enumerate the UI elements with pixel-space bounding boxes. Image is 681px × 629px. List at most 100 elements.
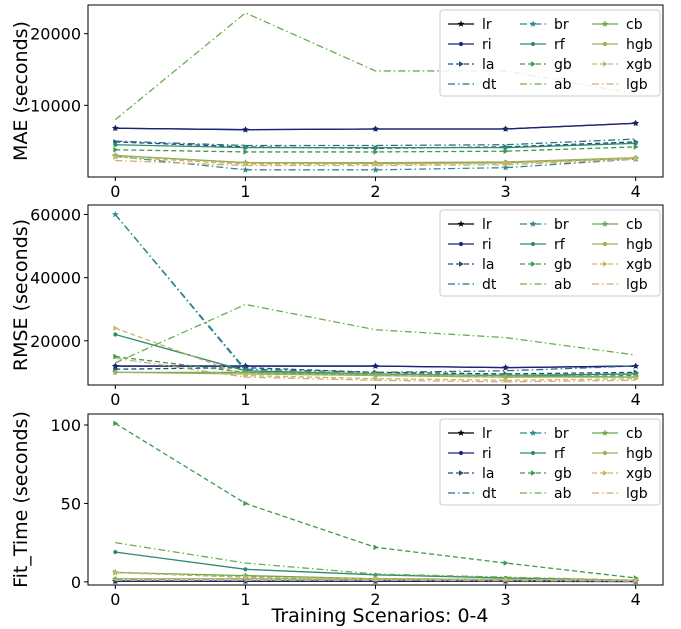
x-tick-label: 2 xyxy=(370,182,380,201)
legend-label-cb: cb xyxy=(626,217,643,233)
legend-item-lgb: lgb xyxy=(592,77,648,93)
point-ri xyxy=(633,121,638,126)
point-xgb xyxy=(113,154,119,160)
legend-label-xgb: xgb xyxy=(626,466,652,482)
series-xgb xyxy=(113,154,639,167)
point-rf xyxy=(113,549,118,555)
legend-box xyxy=(439,209,661,297)
legend-label-gb: gb xyxy=(554,257,572,273)
x-tick-label: 2 xyxy=(370,390,380,409)
legend-item-lgb: lgb xyxy=(592,277,648,293)
y-axis-label: Fit_Time (seconds) xyxy=(10,411,32,588)
legend-item-rf: rf xyxy=(520,237,566,253)
point-cb xyxy=(241,571,249,579)
legend-label-cb: cb xyxy=(626,17,643,33)
legend-item-ri: ri xyxy=(448,446,492,462)
legend-marker-hgb xyxy=(602,41,608,47)
x-tick-label: 0 xyxy=(110,590,120,609)
plot-frame xyxy=(87,413,664,586)
legend-item-cb: cb xyxy=(592,17,643,33)
chart-panel-1: 10000 20000 0 1 2 3 4 MAE (seconds) lr ri la dt br rf… xyxy=(10,4,664,201)
series-line-lgb xyxy=(115,357,636,383)
legend-marker-br xyxy=(529,220,537,227)
legend-item-ab: ab xyxy=(520,486,572,502)
legend-item-lr: lr xyxy=(448,17,492,33)
legend-label-xgb: xgb xyxy=(626,57,652,73)
series-ri xyxy=(113,121,638,132)
point-xgb xyxy=(373,575,379,582)
series-line-ab xyxy=(115,303,636,364)
legend-marker-gb xyxy=(531,61,536,67)
legend-label-gb: gb xyxy=(554,57,572,73)
legend-marker-rf xyxy=(530,241,536,247)
legend-item-cb: cb xyxy=(592,426,643,442)
y-tick-label: 0 xyxy=(71,573,81,592)
legend-item-rf: rf xyxy=(520,446,566,462)
legend-item-hgb: hgb xyxy=(592,37,653,53)
legend-item-lgb: lgb xyxy=(592,486,648,502)
legend-label-dt: dt xyxy=(482,486,497,502)
legend-item-br: br xyxy=(520,426,569,442)
legend-item-dt: dt xyxy=(448,277,497,293)
legend-marker-ri xyxy=(458,41,464,47)
y-tick-label: 60000 xyxy=(30,205,81,224)
point-gb xyxy=(503,560,509,566)
x-tick-label: 3 xyxy=(500,182,510,201)
legend-label-xgb: xgb xyxy=(626,257,652,273)
legend-item-ri: ri xyxy=(448,37,492,53)
legend-label-rf: rf xyxy=(554,446,566,462)
legend-label-hgb: hgb xyxy=(626,446,653,462)
legend-item-ab: ab xyxy=(520,277,572,293)
legend-label-br: br xyxy=(554,426,569,442)
point-gb xyxy=(113,146,119,153)
legend-label-rf: rf xyxy=(554,237,566,253)
point-gb xyxy=(373,544,379,551)
legend: lr ri la dt br rf gb ab cb hgb xgb lgb xyxy=(439,9,661,97)
legend-marker-rf xyxy=(530,450,536,456)
x-tick-label: 3 xyxy=(500,390,510,409)
chart-panel-3: 0 50 100 0 1 2 3 4 Fit_Time (seconds) lr ri la dt br r… xyxy=(10,411,664,609)
legend-marker-cb xyxy=(601,220,609,227)
series-line-br xyxy=(114,214,636,377)
legend-item-lr: lr xyxy=(448,426,492,442)
legend-label-br: br xyxy=(554,217,569,233)
legend-item-br: br xyxy=(520,17,569,33)
series-xgb xyxy=(113,569,639,584)
point-rf xyxy=(373,145,378,150)
legend-label-ri: ri xyxy=(482,446,492,462)
legend-label-dt: dt xyxy=(482,77,497,93)
point-ri xyxy=(373,126,378,132)
legend-item-lr: lr xyxy=(448,217,492,233)
point-rf xyxy=(243,145,248,150)
legend: lr ri la dt br rf gb ab cb hgb xgb lgb xyxy=(439,209,661,297)
series-line-ab xyxy=(115,541,636,581)
x-tick-label: 2 xyxy=(370,590,380,609)
series-line-br xyxy=(115,155,636,171)
legend-label-cb: cb xyxy=(626,426,643,442)
legend-item-dt: dt xyxy=(448,77,497,93)
y-tick-label: 20000 xyxy=(30,332,81,351)
legend-marker-lr xyxy=(457,220,465,227)
x-tick-label: 1 xyxy=(240,182,250,201)
series-gb xyxy=(113,144,639,155)
point-gb xyxy=(503,148,509,154)
y-tick-label: 100 xyxy=(50,416,81,435)
series-gb xyxy=(113,420,639,581)
legend-item-la: la xyxy=(448,257,494,273)
point-xgb xyxy=(503,377,509,384)
legend-marker-xgb xyxy=(603,470,608,476)
legend-label-ab: ab xyxy=(554,486,572,502)
legend-label-hgb: hgb xyxy=(626,37,653,53)
legend-label-ri: ri xyxy=(482,237,492,253)
series-lgb xyxy=(115,357,636,383)
point-xgb xyxy=(503,576,509,583)
legend-box xyxy=(439,9,661,97)
point-br xyxy=(241,166,249,173)
series-dt xyxy=(114,214,636,374)
legend-item-ri: ri xyxy=(448,237,492,253)
legend-item-gb: gb xyxy=(520,57,572,73)
legend-label-lr: lr xyxy=(482,217,492,233)
x-tick-label: 4 xyxy=(631,390,641,409)
x-tick-label: 0 xyxy=(110,390,120,409)
legend-item-gb: gb xyxy=(520,257,572,273)
